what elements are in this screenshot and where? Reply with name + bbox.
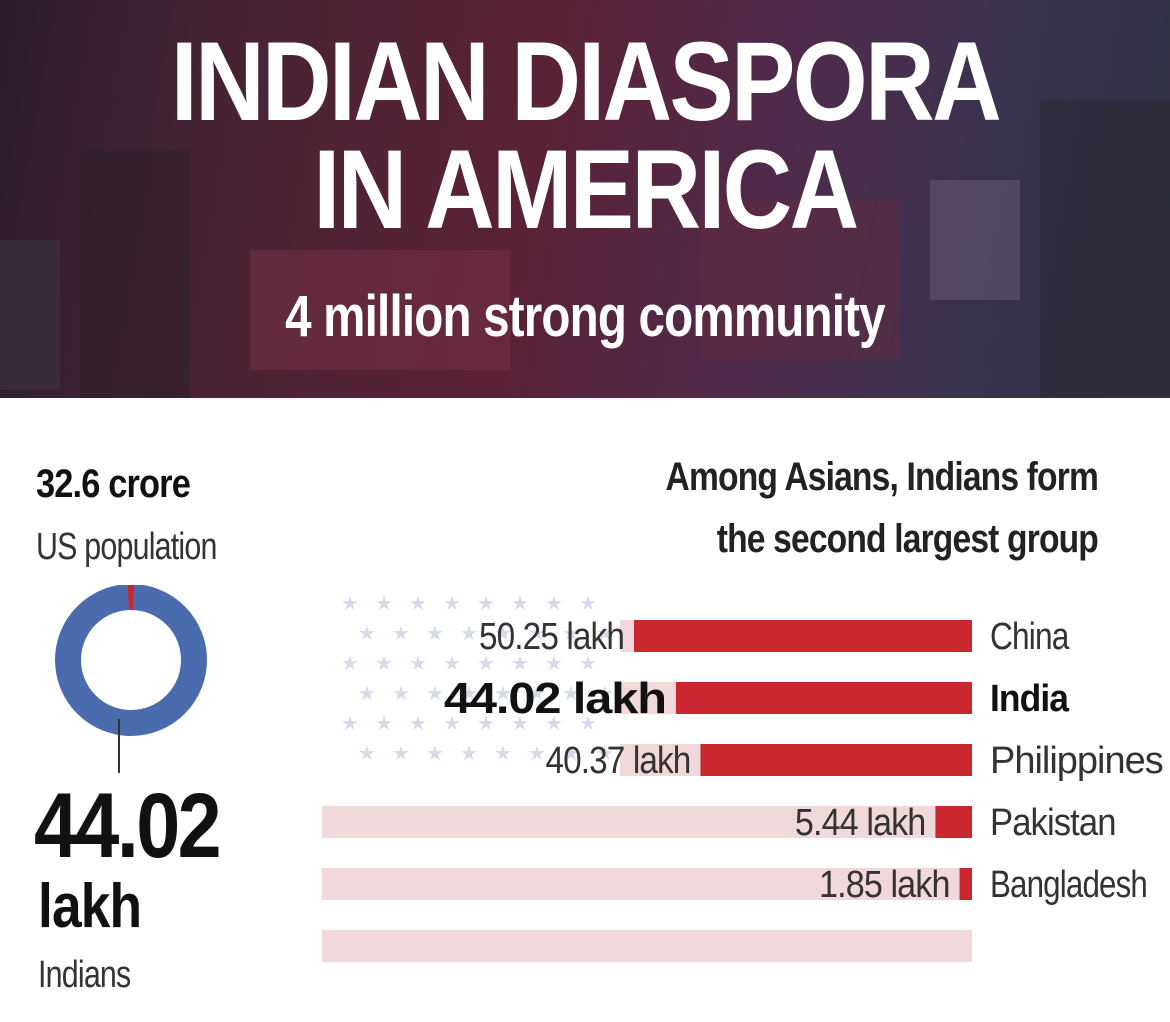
flag-star-icon: ★ (545, 651, 563, 675)
value-label-pakistan: 5.44 lakh (795, 802, 926, 844)
flag-stripe (322, 930, 972, 962)
flag-star-icon: ★ (358, 681, 376, 705)
flag-star-icon: ★ (494, 621, 512, 645)
flag-stripe (322, 806, 972, 838)
flag-stripe (322, 868, 972, 900)
category-label-pakistan: Pakistan (990, 802, 1116, 844)
flag-star-icon: ★ (596, 681, 614, 705)
chart-title-line-2: the second largest group (716, 517, 1099, 561)
value-label-india: 44.02 lakh (444, 674, 666, 723)
flag-star-icon: ★ (460, 621, 478, 645)
flag-star-icon: ★ (494, 741, 512, 765)
flag-star-icon: ★ (511, 711, 529, 735)
flag-star-icon: ★ (392, 621, 410, 645)
flag-star-icon: ★ (579, 591, 597, 615)
flag-star-icon: ★ (358, 741, 376, 765)
bar-philippines (700, 744, 972, 776)
crowd-photo-background (0, 100, 1170, 398)
flag-star-icon: ★ (545, 591, 563, 615)
bar-india (675, 682, 972, 714)
flag-star-icon: ★ (341, 711, 359, 735)
flag-star-icon: ★ (443, 711, 461, 735)
chart-title-line-1: Among Asians, Indians form (665, 455, 1099, 499)
category-label-philippines: Philippines (990, 740, 1163, 782)
category-label-china: China (990, 616, 1070, 658)
value-label-philippines: 40.37 lakh (545, 740, 690, 782)
subtitle: 4 million strong community (285, 284, 885, 349)
flag-star-icon: ★ (392, 681, 410, 705)
flag-star-icon: ★ (528, 741, 546, 765)
flag-star-icon: ★ (358, 621, 376, 645)
flag-star-icon: ★ (528, 681, 546, 705)
flag-star-icon: ★ (596, 741, 614, 765)
flag-star-icon: ★ (511, 651, 529, 675)
indians-count-label: Indians (38, 954, 131, 996)
bar-pakistan (935, 806, 972, 838)
flag-star-icon: ★ (477, 591, 495, 615)
flag-star-icon: ★ (562, 741, 580, 765)
flag-star-icon: ★ (579, 711, 597, 735)
value-label-bangladesh: 1.85 lakh (819, 864, 950, 906)
flag-star-icon: ★ (443, 591, 461, 615)
title-line-2: IN AMERICA (313, 127, 859, 252)
us-population-value: 32.6 crore (36, 462, 191, 506)
flag-star-icon: ★ (562, 621, 580, 645)
flag-star-icon: ★ (511, 591, 529, 615)
flag-star-icon: ★ (545, 711, 563, 735)
flag-star-icon: ★ (409, 651, 427, 675)
flag-star-icon: ★ (596, 621, 614, 645)
flag-star-icon: ★ (562, 681, 580, 705)
indians-count-value: 44.02 (34, 775, 222, 877)
flag-star-icon: ★ (409, 711, 427, 735)
value-label-china: 50.25 lakh (479, 616, 624, 658)
flag-star-icon: ★ (426, 681, 444, 705)
flag-star-icon: ★ (579, 651, 597, 675)
flag-star-icon: ★ (375, 591, 393, 615)
flag-star-icon: ★ (375, 711, 393, 735)
flag-star-icon: ★ (426, 741, 444, 765)
flag-star-icon: ★ (494, 681, 512, 705)
asian-groups-bar-chart: ★ ★ ★ ★ ★ ★ ★ ★ ★ ★ ★ ★ ★ ★ ★ ★ ★ ★ ★ ★ ★ ★ ★ ★ ★ ★ ★ ★ ★ ★ ★ ★ ★ ★ ★ ★ ★ ★ ★ ★… (322, 591, 1164, 962)
flag-star-icon: ★ (409, 591, 427, 615)
indians-count-unit: lakh (38, 872, 142, 941)
population-donut-chart (55, 585, 207, 773)
flag-star-icon: ★ (528, 621, 546, 645)
flag-star-icon: ★ (375, 651, 393, 675)
category-label-india: India (990, 678, 1070, 720)
category-label-bangladesh: Bangladesh (990, 864, 1147, 906)
flag-star-icon: ★ (443, 651, 461, 675)
bar-china (634, 620, 972, 652)
flag-star-icon: ★ (392, 741, 410, 765)
flag-star-icon: ★ (477, 651, 495, 675)
header-banner: INDIAN DIASPORA IN AMERICA 4 million str… (0, 0, 1170, 398)
flag-star-icon: ★ (477, 711, 495, 735)
flag-star-icon: ★ (341, 651, 359, 675)
bar-bangladesh (959, 868, 972, 900)
us-population-label: US population (36, 526, 217, 568)
chart-title: Among Asians, Indians form the second la… (458, 446, 1099, 570)
flag-star-icon: ★ (341, 591, 359, 615)
title-line-1: INDIAN DIASPORA (170, 19, 1002, 144)
flag-star-icon: ★ (460, 681, 478, 705)
flag-star-icon: ★ (460, 741, 478, 765)
flag-star-icon: ★ (426, 621, 444, 645)
